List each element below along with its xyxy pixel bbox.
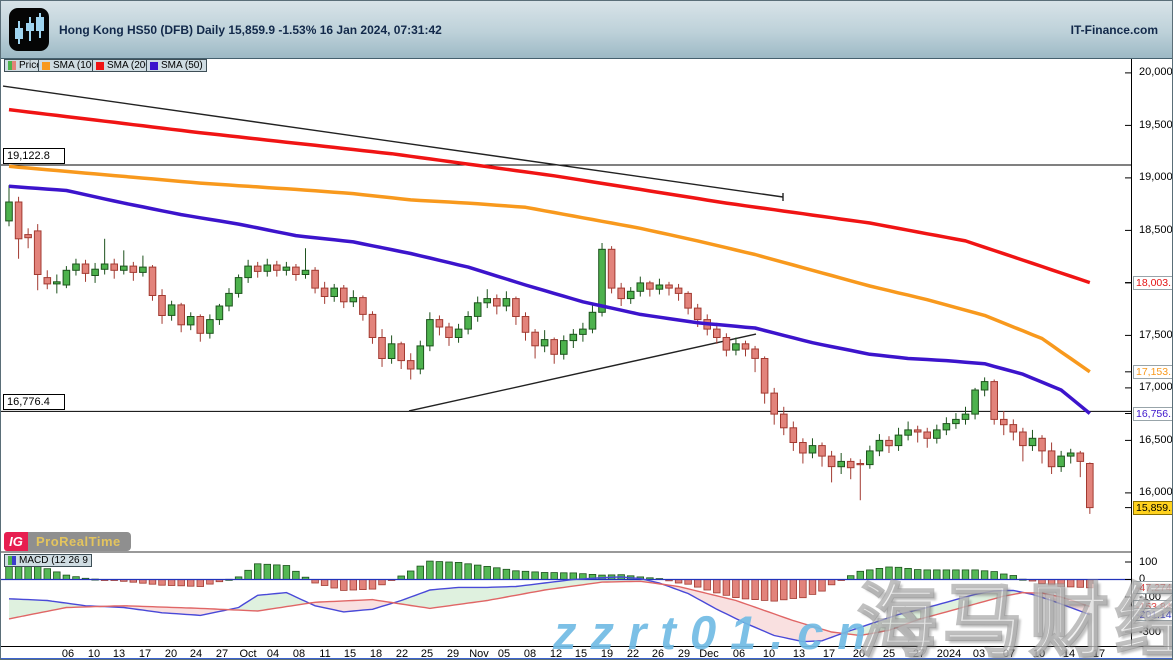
time-axis[interactable] xyxy=(1,646,1172,659)
time-axis-label: Oct xyxy=(239,648,257,660)
macd-value-label: -201.14 xyxy=(1133,608,1172,622)
app-logo-candlestick-icon xyxy=(9,8,49,51)
time-axis-label: 08 xyxy=(523,648,537,660)
legend-sma200-label: SMA (200) xyxy=(107,60,155,71)
time-axis-label: 06 xyxy=(732,648,746,660)
price-level-label-lower: 16,776.4 xyxy=(3,394,65,411)
price-value-label: 18,003.. xyxy=(1133,275,1172,290)
price-value-label: 16,756.. xyxy=(1133,406,1172,421)
legend-sma50-label: SMA (50) xyxy=(161,60,203,71)
legend-sma100-label: SMA (100) xyxy=(53,60,101,71)
price-chart-canvas[interactable] xyxy=(1,59,1132,651)
price-value-label: 17,153.. xyxy=(1133,364,1172,379)
header-bar: Hong Kong HS50 (DFB) Daily 15,859.9 -1.5… xyxy=(1,1,1172,59)
time-axis-label: 27 xyxy=(912,648,926,660)
price-level-label-upper: 19,122.8 xyxy=(3,148,65,164)
time-axis-label: 22 xyxy=(395,648,409,660)
macd-legend[interactable]: MACD (12 26 9 xyxy=(4,554,92,567)
price-candles-icon xyxy=(8,61,16,70)
macd-legend-label: MACD (12 26 9 xyxy=(19,555,88,566)
time-axis-label: 22 xyxy=(626,648,640,660)
price-tick-label: 17,500 xyxy=(1139,328,1173,341)
time-axis-label: 08 xyxy=(292,648,306,660)
time-axis-label: Dec xyxy=(699,648,719,660)
time-axis-label: 15 xyxy=(574,648,588,660)
time-axis-label: 11 xyxy=(319,648,331,660)
macd-tick-label: 100 xyxy=(1139,555,1158,568)
time-axis-label: 13 xyxy=(112,648,126,660)
macd-tick-label: 0 xyxy=(1139,573,1146,585)
time-axis-label: 20 xyxy=(164,648,178,660)
time-axis-label: 13 xyxy=(792,648,806,660)
legend-sma100[interactable]: SMA (100) xyxy=(38,59,105,72)
time-axis-label: 07 xyxy=(1002,648,1016,660)
time-axis-label: 14 xyxy=(1062,648,1076,660)
time-axis-label: 24 xyxy=(189,648,203,660)
sma100-swatch-icon xyxy=(42,61,50,70)
price-value-label: 15,859.. xyxy=(1133,500,1172,515)
time-axis-label: 19 xyxy=(600,648,614,660)
price-tick-label: 20,000 xyxy=(1139,66,1173,79)
time-axis-label: 17 xyxy=(138,648,152,660)
time-axis-label: 20 xyxy=(852,648,866,660)
sma50-swatch-icon xyxy=(150,61,158,70)
legend-price-label: Price xyxy=(19,60,42,71)
time-axis-label: 25 xyxy=(420,648,434,660)
time-axis-label: 10 xyxy=(87,648,101,660)
time-axis-label: 18 xyxy=(369,648,383,660)
time-axis-label: 10 xyxy=(762,648,776,660)
price-tick-label: 19,500 xyxy=(1139,118,1173,131)
ig-logo-icon: IG xyxy=(4,532,28,551)
time-axis-label: 12 xyxy=(549,648,563,660)
price-tick-label: 16,000 xyxy=(1139,486,1173,499)
time-axis-label: 04 xyxy=(266,648,280,660)
price-tick-label: 19,000 xyxy=(1139,171,1173,184)
macd-icon xyxy=(8,556,16,565)
time-axis-label: 2024 xyxy=(936,648,962,660)
bottom-edge-bar xyxy=(1,658,1172,659)
prorealtime-wordmark: ProRealTime xyxy=(28,532,131,551)
price-tick-label: 18,500 xyxy=(1139,223,1173,236)
price-tick-label: 16,500 xyxy=(1139,433,1173,446)
time-axis-label: 27 xyxy=(215,648,229,660)
time-axis-label: 29 xyxy=(677,648,691,660)
time-axis-label: 15 xyxy=(343,648,357,660)
legend-sma50[interactable]: SMA (50) xyxy=(146,59,207,72)
macd-tick-label: -300 xyxy=(1139,625,1162,638)
time-axis-label: 29 xyxy=(446,648,460,660)
time-axis-label: 17 xyxy=(1092,648,1106,660)
time-axis-label: 17 xyxy=(822,648,836,660)
sma200-swatch-icon xyxy=(96,61,104,70)
time-axis-label: 26 xyxy=(651,648,665,660)
time-axis-label: 06 xyxy=(61,648,75,660)
prorealtime-logo: IG ProRealTime xyxy=(4,532,131,551)
time-axis-label: 03 xyxy=(972,648,986,660)
chart-title: Hong Kong HS50 (DFB) Daily 15,859.9 -1.5… xyxy=(59,23,442,37)
time-axis-label: 25 xyxy=(882,648,896,660)
time-axis-label: Nov xyxy=(469,648,489,660)
time-axis-label: 10 xyxy=(1032,648,1046,660)
time-axis-label: 05 xyxy=(497,648,511,660)
legend-sma200[interactable]: SMA (200) xyxy=(92,59,159,72)
it-finance-link[interactable]: IT-Finance.com xyxy=(1070,23,1158,37)
price-tick-label: 17,000 xyxy=(1139,381,1173,394)
macd-value-label: -47.274 xyxy=(1133,581,1172,595)
